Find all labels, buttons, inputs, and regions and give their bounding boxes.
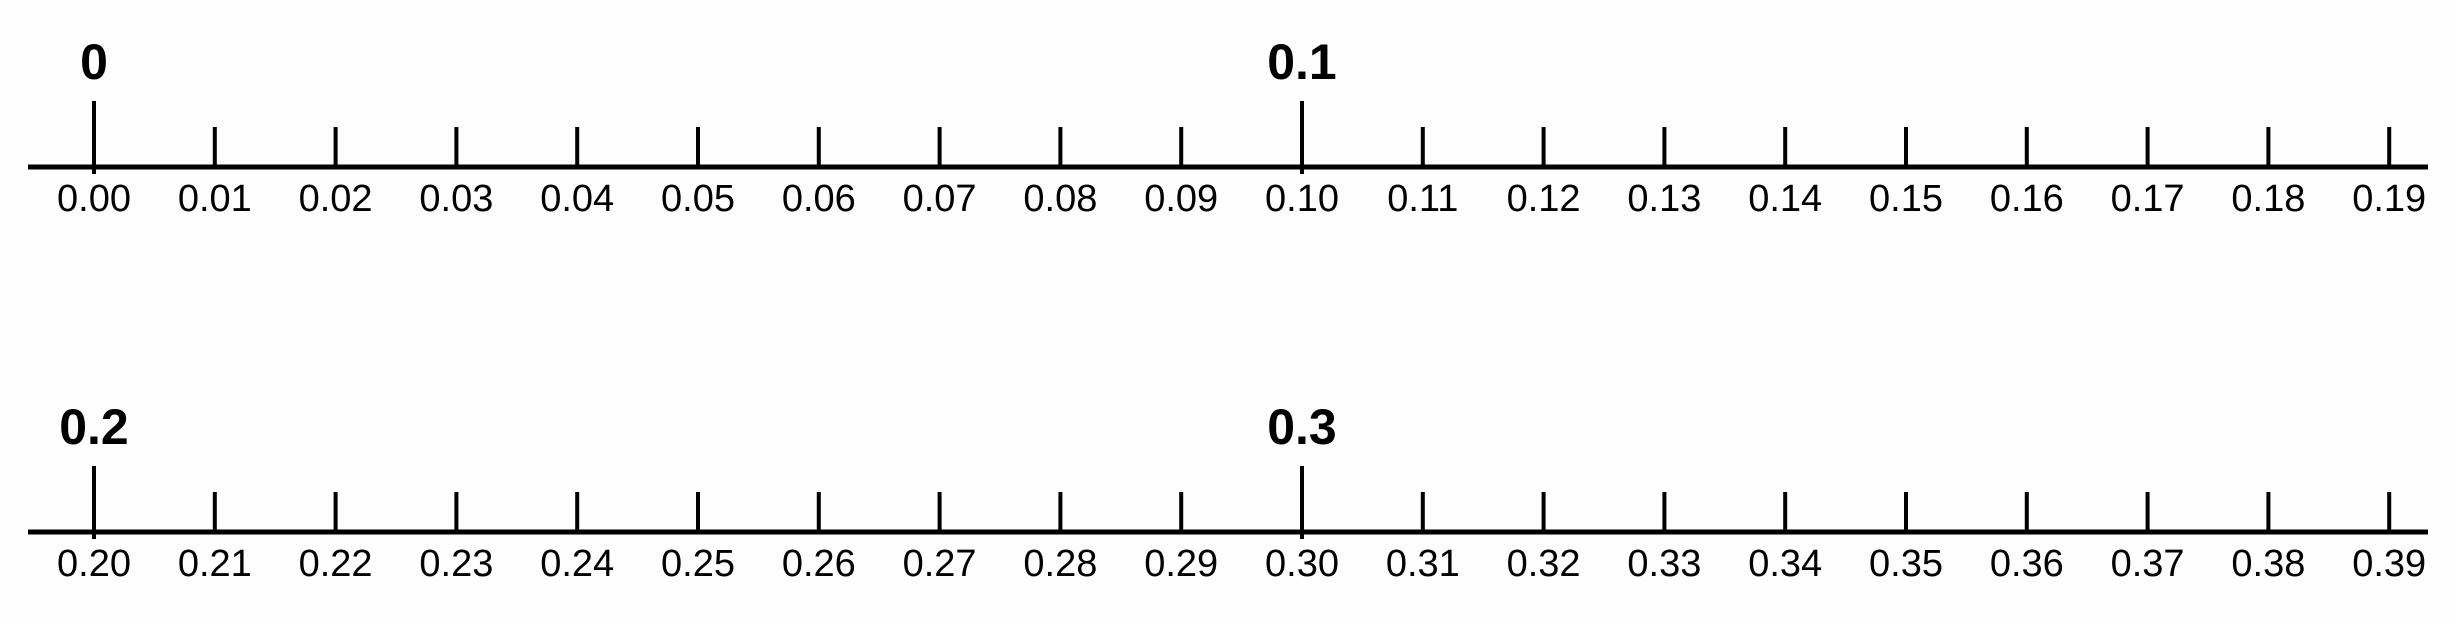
tick-label: 0.03 [419,178,493,220]
tick-label: 0.19 [2352,178,2426,220]
tick-label: 0.33 [1627,543,1701,585]
tick-label: 0.32 [1507,543,1581,585]
tick-label: 0.20 [57,543,131,585]
tick-label: 0.15 [1869,178,1943,220]
tick-label: 0.04 [540,178,614,220]
tick-label: 0.35 [1869,543,1943,585]
tick-label: 0.26 [782,543,856,585]
major-label: 0.3 [1267,399,1337,455]
tick-label: 0.17 [2111,178,2185,220]
tick-label: 0.36 [1990,543,2064,585]
tick-label: 0.10 [1265,178,1339,220]
tick-label: 0.28 [1023,543,1097,585]
tick-label: 0.11 [1387,178,1458,220]
major-label: 0 [80,34,108,90]
tick-label: 0.16 [1990,178,2064,220]
tick-label: 0.25 [661,543,735,585]
number-line: 0.20 0.21 0.22 0.23 0.24 0.25 0.26 0.27 0.28 0.29… [28,399,2428,585]
tick-label: 0.23 [419,543,493,585]
tick-label: 0.06 [782,178,856,220]
tick-label: 0.21 [178,543,252,585]
major-label: 0.1 [1267,34,1337,90]
tick-label: 0.27 [903,543,977,585]
tick-label: 0.14 [1748,178,1822,220]
tick-label: 0.30 [1265,543,1339,585]
tick-label: 0.38 [2231,543,2305,585]
major-label: 0.2 [59,399,129,455]
tick-label: 0.00 [57,178,131,220]
tick-label: 0.29 [1144,543,1218,585]
tick-label: 0.22 [299,543,373,585]
tick-label: 0.31 [1386,543,1460,585]
tick-label: 0.01 [178,178,252,220]
tick-label: 0.05 [661,178,735,220]
tick-label: 0.39 [2352,543,2426,585]
tick-label: 0.08 [1023,178,1097,220]
tick-label: 0.18 [2231,178,2305,220]
tick-label: 0.34 [1748,543,1822,585]
tick-label: 0.02 [299,178,373,220]
tick-label: 0.09 [1144,178,1218,220]
tick-label: 0.12 [1507,178,1581,220]
tick-label: 0.24 [540,543,614,585]
tick-label: 0.13 [1627,178,1701,220]
number-line: 0.00 0.01 0.02 0.03 0.04 0.05 0.06 0.07 0.08 0.09… [28,34,2428,220]
tick-label: 0.37 [2111,543,2185,585]
tick-label: 0.07 [903,178,977,220]
